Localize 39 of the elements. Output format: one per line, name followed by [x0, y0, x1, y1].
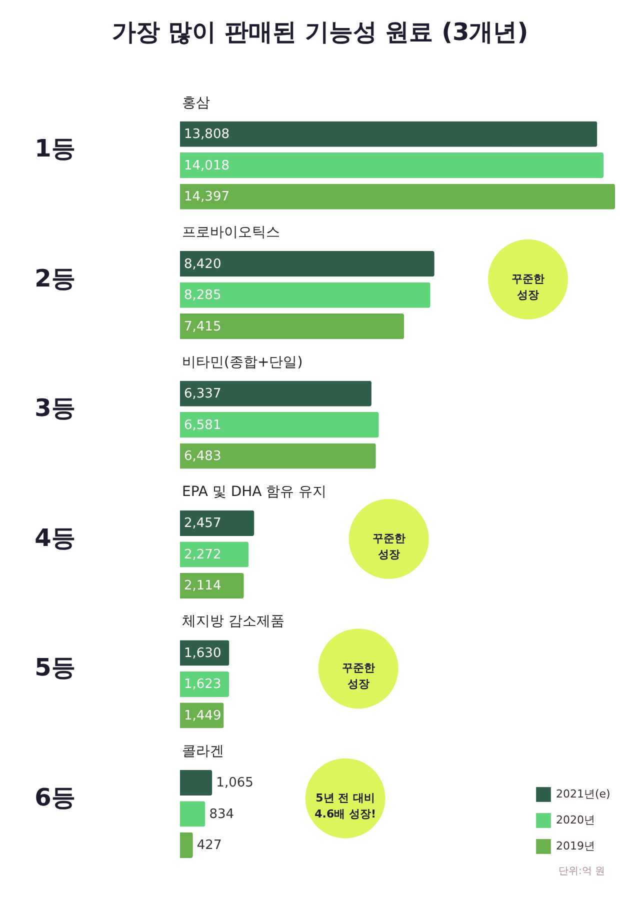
- y-tick-label: 체지방 감소제품: [182, 614, 284, 630]
- data-label: 1,065: [216, 776, 254, 791]
- data-label: 2,114: [184, 578, 222, 594]
- legend-label: 2021년(e): [556, 788, 610, 800]
- data-label: 2,457: [184, 516, 222, 532]
- data-label: 1,623: [184, 677, 222, 692]
- data-label: 6,483: [184, 449, 222, 464]
- annotation: 꾸준한 성장: [372, 532, 406, 561]
- data-label: 13,808: [184, 127, 230, 142]
- data-label: 6,337: [184, 386, 222, 402]
- data-label: 1,449: [184, 708, 222, 724]
- data-label: 14,018: [184, 158, 230, 174]
- text: 3등: [34, 394, 76, 422]
- text: 6등: [34, 783, 76, 812]
- y-tick-label: EPA 및 DHA 함유 유지: [182, 484, 327, 500]
- annotation: 꾸준한 성장: [342, 662, 375, 691]
- legend-label: 2020년: [556, 814, 595, 826]
- annotation: 꾸준한 성장: [512, 272, 544, 302]
- annotation: 단위:억 원: [558, 866, 605, 877]
- text: 4등: [34, 524, 76, 552]
- text: 5등: [34, 654, 76, 682]
- annotation: 5년 전 대비 4.6배 성장!: [314, 791, 376, 820]
- data-label: 834: [209, 806, 234, 822]
- data-label: 1,630: [184, 646, 222, 661]
- y-tick-label: 콜라겐: [182, 743, 224, 760]
- y-tick-label: 프로바이오틱스: [182, 224, 280, 241]
- y-tick-label: 비타민(종합+단일): [182, 354, 303, 370]
- y-tick-label: 홍삼: [182, 94, 210, 111]
- data-label: 427: [196, 838, 222, 854]
- legend-label: 2019년: [556, 840, 595, 852]
- data-label: 6,581: [184, 418, 222, 433]
- data-label: 8,285: [184, 288, 222, 304]
- data-label: 7,415: [184, 319, 222, 334]
- text: 2등: [34, 264, 76, 292]
- data-label: 8,420: [184, 256, 222, 272]
- data-label: 14,397: [184, 190, 230, 205]
- chart-title: 가장 많이 판매된 기능성 원료 (3개년): [112, 18, 528, 46]
- data-label: 2,272: [184, 547, 222, 562]
- text: 1등: [34, 134, 76, 163]
